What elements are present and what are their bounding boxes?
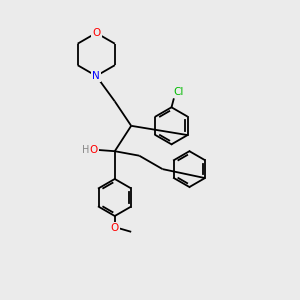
Text: N: N [92,71,100,81]
Text: O: O [111,223,119,233]
Text: H: H [82,145,90,155]
Text: Cl: Cl [173,87,184,97]
Text: O: O [90,145,98,155]
Text: O: O [92,28,100,38]
